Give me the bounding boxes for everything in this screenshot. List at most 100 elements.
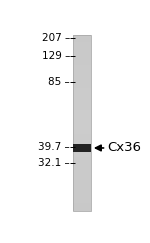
Bar (73, 113, 91, 114)
Bar (73, 165, 91, 166)
Bar (73, 109, 91, 110)
Bar (73, 118, 91, 119)
Bar (73, 84, 91, 85)
Bar (73, 94, 91, 95)
Bar (73, 60, 91, 61)
Bar (73, 53, 91, 54)
Bar (73, 107, 91, 108)
Bar (73, 104, 91, 105)
Bar (73, 108, 91, 109)
Bar (73, 164, 91, 165)
Bar (73, 59, 91, 60)
Bar (73, 142, 91, 143)
Bar (73, 183, 91, 184)
Bar (73, 187, 91, 188)
Bar (73, 63, 91, 64)
Bar (73, 119, 91, 120)
Bar (73, 111, 91, 112)
Bar (73, 41, 91, 42)
Bar (73, 176, 91, 177)
Bar (73, 161, 91, 162)
Bar (73, 135, 91, 136)
Bar (73, 36, 91, 37)
Text: Cx36: Cx36 (107, 141, 141, 155)
Bar (73, 169, 91, 170)
Bar (73, 93, 91, 94)
Bar (73, 195, 91, 196)
Bar (73, 145, 91, 146)
Bar (73, 100, 91, 101)
Bar (73, 130, 91, 131)
Bar (73, 194, 91, 195)
Bar (73, 58, 91, 59)
Bar (73, 101, 91, 102)
Bar (73, 82, 91, 83)
Bar (73, 117, 91, 118)
Bar (73, 74, 91, 75)
Bar (73, 101, 91, 103)
Bar (73, 77, 91, 78)
Bar (73, 80, 91, 81)
Bar (73, 120, 91, 121)
Bar (73, 132, 91, 133)
Bar (73, 55, 91, 56)
Bar (73, 152, 91, 154)
Bar (73, 73, 91, 74)
Bar (73, 137, 91, 138)
Bar (73, 204, 91, 205)
Bar (73, 163, 91, 164)
Bar (73, 209, 91, 210)
Bar (73, 98, 91, 99)
Bar (73, 92, 91, 93)
Bar (73, 122, 91, 124)
Bar (73, 181, 91, 182)
Bar (73, 124, 91, 125)
Bar (73, 75, 91, 76)
Bar (73, 177, 91, 178)
Bar (73, 106, 91, 107)
Bar (73, 157, 91, 158)
Bar (73, 67, 91, 68)
Bar (73, 68, 91, 69)
Bar (73, 174, 91, 175)
Bar (73, 64, 91, 66)
Bar (73, 87, 91, 88)
Bar (73, 37, 91, 38)
Bar (73, 141, 91, 142)
Bar (73, 112, 91, 113)
Bar (73, 184, 91, 185)
Bar (73, 103, 91, 104)
Bar (73, 173, 91, 174)
Bar (73, 160, 91, 161)
Bar (73, 149, 91, 150)
Bar (73, 199, 91, 200)
Bar (73, 208, 91, 209)
Bar (73, 171, 91, 172)
Bar (73, 144, 91, 152)
Bar (73, 153, 91, 154)
Bar (73, 200, 91, 201)
Bar (73, 121, 91, 122)
Bar (73, 175, 91, 176)
Bar (73, 110, 91, 111)
Bar (73, 35, 91, 36)
Bar (73, 50, 91, 51)
Bar (73, 44, 91, 45)
Bar (73, 102, 91, 103)
Bar (73, 99, 91, 100)
Bar (73, 43, 91, 44)
Bar (73, 40, 91, 41)
Bar (73, 167, 91, 168)
Bar (73, 188, 91, 189)
Bar (73, 162, 91, 163)
Bar (73, 64, 91, 65)
Bar (73, 154, 91, 155)
Bar (73, 108, 91, 110)
Bar (73, 193, 91, 194)
Bar (73, 203, 91, 205)
Bar (73, 49, 91, 50)
Bar (73, 207, 91, 208)
Bar (73, 122, 91, 123)
Bar (73, 180, 91, 181)
Bar (73, 45, 91, 46)
